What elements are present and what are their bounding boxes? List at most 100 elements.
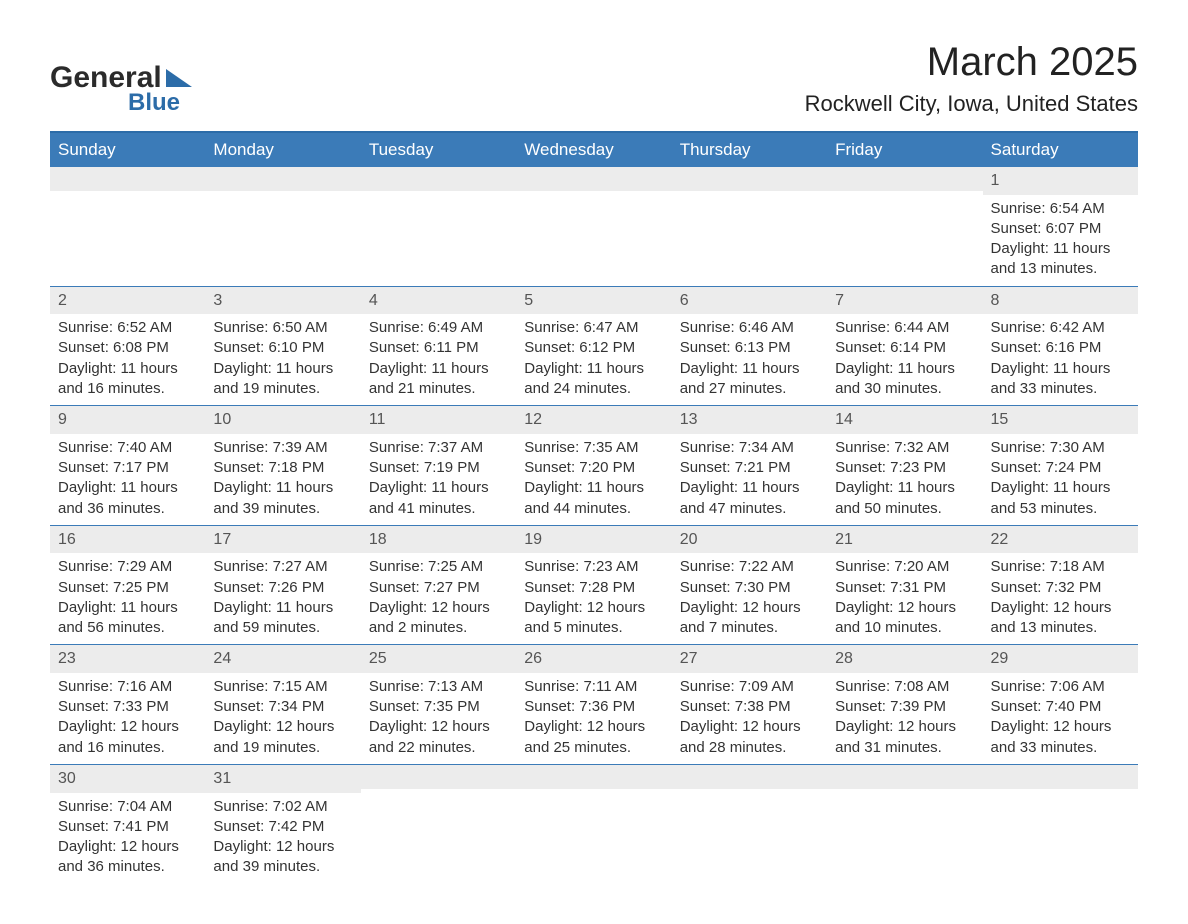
daylight-text: Daylight: 12 hours and 36 minutes. <box>58 837 197 878</box>
daylight-text: Daylight: 12 hours and 25 minutes. <box>524 717 663 758</box>
weekday-header: Saturday <box>983 132 1138 167</box>
sunset-text: Sunset: 7:38 PM <box>680 697 819 717</box>
sunset-text: Sunset: 6:12 PM <box>524 338 663 358</box>
weekday-header: Tuesday <box>361 132 516 167</box>
sunset-text: Sunset: 7:24 PM <box>991 458 1130 478</box>
calendar-day-cell: 3Sunrise: 6:50 AMSunset: 6:10 PMDaylight… <box>205 286 360 406</box>
day-body: Sunrise: 7:27 AMSunset: 7:26 PMDaylight:… <box>205 553 360 644</box>
calendar-empty-cell <box>50 167 205 286</box>
day-number: 17 <box>205 526 360 554</box>
calendar-day-cell: 9Sunrise: 7:40 AMSunset: 7:17 PMDaylight… <box>50 406 205 526</box>
day-number: 2 <box>50 287 205 315</box>
sunrise-text: Sunrise: 7:30 AM <box>991 438 1130 458</box>
calendar-day-cell: 20Sunrise: 7:22 AMSunset: 7:30 PMDayligh… <box>672 525 827 645</box>
daylight-text: Daylight: 12 hours and 5 minutes. <box>524 598 663 639</box>
day-body: Sunrise: 7:22 AMSunset: 7:30 PMDaylight:… <box>672 553 827 644</box>
calendar-day-cell: 7Sunrise: 6:44 AMSunset: 6:14 PMDaylight… <box>827 286 982 406</box>
calendar-day-cell: 13 Sunrise: 7:34 AMSunset: 7:21 PMDayligh… <box>672 406 827 526</box>
calendar-day-cell: 21Sunrise: 7:20 AMSunset: 7:31 PMDayligh… <box>827 525 982 645</box>
day-number: 16 <box>50 526 205 554</box>
calendar-day-cell: 27Sunrise: 7:09 AMSunset: 7:38 PMDayligh… <box>672 645 827 765</box>
daylight-text: Daylight: 11 hours and 59 minutes. <box>213 598 352 639</box>
daylight-text: Daylight: 11 hours and 47 minutes. <box>680 478 819 519</box>
sunrise-text: Sunrise: 7:37 AM <box>369 438 508 458</box>
day-number: 13 <box>672 406 827 434</box>
day-body: Sunrise: 7:15 AMSunset: 7:34 PMDaylight:… <box>205 673 360 764</box>
day-body: Sunrise: 7:39 AMSunset: 7:18 PMDaylight:… <box>205 434 360 525</box>
title-block: March 2025 Rockwell City, Iowa, United S… <box>805 40 1138 117</box>
sunrise-text: Sunrise: 7:32 AM <box>835 438 974 458</box>
calendar-empty-cell <box>827 764 982 883</box>
sunrise-text: Sunrise: 7:27 AM <box>213 557 352 577</box>
sunset-text: Sunset: 7:27 PM <box>369 578 508 598</box>
sunrise-text: Sunrise: 7:02 AM <box>213 797 352 817</box>
day-number: 22 <box>983 526 1138 554</box>
sunrise-text: Sunrise: 7:25 AM <box>369 557 508 577</box>
sunset-text: Sunset: 7:20 PM <box>524 458 663 478</box>
daylight-text: Daylight: 12 hours and 19 minutes. <box>213 717 352 758</box>
day-number: 11 <box>361 406 516 434</box>
calendar-day-cell: 18Sunrise: 7:25 AMSunset: 7:27 PMDayligh… <box>361 525 516 645</box>
daylight-text: Daylight: 12 hours and 7 minutes. <box>680 598 819 639</box>
calendar-day-cell: 5Sunrise: 6:47 AMSunset: 6:12 PMDaylight… <box>516 286 671 406</box>
sunrise-text: Sunrise: 7:15 AM <box>213 677 352 697</box>
sunrise-text: Sunrise: 6:46 AM <box>680 318 819 338</box>
daylight-text: Daylight: 11 hours and 44 minutes. <box>524 478 663 519</box>
day-body: Sunrise: 7:04 AMSunset: 7:41 PMDaylight:… <box>50 793 205 884</box>
day-body: Sunrise: 7:23 AMSunset: 7:28 PMDaylight:… <box>516 553 671 644</box>
sunrise-text: Sunrise: 7:22 AM <box>680 557 819 577</box>
daylight-text: Daylight: 12 hours and 39 minutes. <box>213 837 352 878</box>
sunset-text: Sunset: 7:34 PM <box>213 697 352 717</box>
daylight-text: Daylight: 12 hours and 16 minutes. <box>58 717 197 758</box>
daylight-text: Daylight: 11 hours and 27 minutes. <box>680 359 819 400</box>
daylight-text: Daylight: 11 hours and 50 minutes. <box>835 478 974 519</box>
calendar-day-cell: 24Sunrise: 7:15 AMSunset: 7:34 PMDayligh… <box>205 645 360 765</box>
weekday-header: Monday <box>205 132 360 167</box>
day-number: 19 <box>516 526 671 554</box>
sunset-text: Sunset: 6:16 PM <box>991 338 1130 358</box>
sunrise-text: Sunrise: 6:44 AM <box>835 318 974 338</box>
daylight-text: Daylight: 11 hours and 39 minutes. <box>213 478 352 519</box>
weekday-header: Wednesday <box>516 132 671 167</box>
sunset-text: Sunset: 7:30 PM <box>680 578 819 598</box>
daylight-text: Daylight: 11 hours and 16 minutes. <box>58 359 197 400</box>
day-body: Sunrise: 7:40 AMSunset: 7:17 PMDaylight:… <box>50 434 205 525</box>
sunrise-text: Sunrise: 7:34 AM <box>680 438 819 458</box>
sunset-text: Sunset: 7:32 PM <box>991 578 1130 598</box>
month-title: March 2025 <box>805 40 1138 85</box>
daylight-text: Daylight: 11 hours and 33 minutes. <box>991 359 1130 400</box>
day-body: Sunrise: 6:47 AMSunset: 6:12 PMDaylight:… <box>516 314 671 405</box>
day-number: 15 <box>983 406 1138 434</box>
day-number: 1 <box>983 167 1138 195</box>
daylight-text: Daylight: 11 hours and 21 minutes. <box>369 359 508 400</box>
day-number: 7 <box>827 287 982 315</box>
day-body: Sunrise: 6:46 AMSunset: 6:13 PMDaylight:… <box>672 314 827 405</box>
day-body: Sunrise: 7:08 AMSunset: 7:39 PMDaylight:… <box>827 673 982 764</box>
calendar-day-cell: 15Sunrise: 7:30 AMSunset: 7:24 PMDayligh… <box>983 406 1138 526</box>
day-number: 5 <box>516 287 671 315</box>
daylight-text: Daylight: 11 hours and 19 minutes. <box>213 359 352 400</box>
logo: General Blue <box>50 61 192 117</box>
calendar-day-cell: 10Sunrise: 7:39 AMSunset: 7:18 PMDayligh… <box>205 406 360 526</box>
day-body: Sunrise: 7:37 AMSunset: 7:19 PMDaylight:… <box>361 434 516 525</box>
sunrise-text: Sunrise: 7:18 AM <box>991 557 1130 577</box>
calendar-table: Sunday Monday Tuesday Wednesday Thursday… <box>50 131 1138 884</box>
day-body: Sunrise: 6:54 AMSunset: 6:07 PMDaylight:… <box>983 195 1138 286</box>
sunrise-text: Sunrise: 7:16 AM <box>58 677 197 697</box>
weekday-header: Sunday <box>50 132 205 167</box>
sunset-text: Sunset: 7:33 PM <box>58 697 197 717</box>
sunset-text: Sunset: 6:10 PM <box>213 338 352 358</box>
day-body: Sunrise: 7:20 AMSunset: 7:31 PMDaylight:… <box>827 553 982 644</box>
sunset-text: Sunset: 7:21 PM <box>680 458 819 478</box>
sunset-text: Sunset: 7:28 PM <box>524 578 663 598</box>
calendar-day-cell: 17Sunrise: 7:27 AMSunset: 7:26 PMDayligh… <box>205 525 360 645</box>
calendar-day-cell: 8Sunrise: 6:42 AMSunset: 6:16 PMDaylight… <box>983 286 1138 406</box>
daylight-text: Daylight: 12 hours and 22 minutes. <box>369 717 508 758</box>
day-number: 28 <box>827 645 982 673</box>
sunrise-text: Sunrise: 7:06 AM <box>991 677 1130 697</box>
day-number: 23 <box>50 645 205 673</box>
sunrise-text: Sunrise: 7:29 AM <box>58 557 197 577</box>
calendar-day-cell: 23 Sunrise: 7:16 AMSunset: 7:33 PMDayligh… <box>50 645 205 765</box>
logo-triangle-icon <box>166 69 192 87</box>
calendar-empty-cell <box>361 167 516 286</box>
